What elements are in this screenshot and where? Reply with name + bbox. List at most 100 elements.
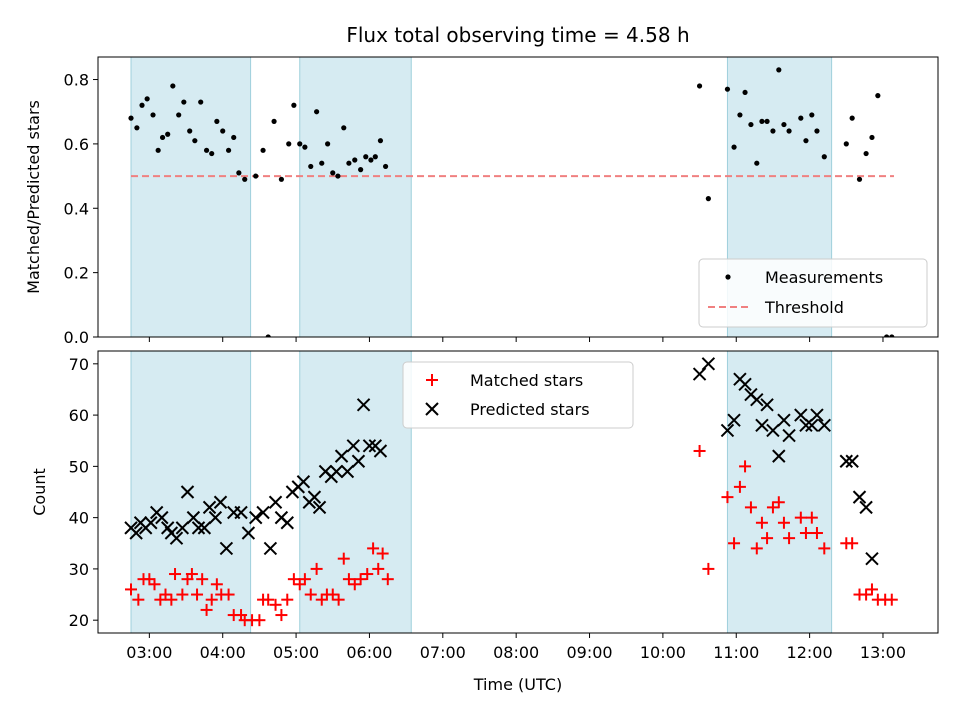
x-axis-top [148, 337, 884, 342]
measurement-point-23 [260, 147, 266, 153]
predicted-point-32 [307, 490, 322, 504]
legend-measurements-marker [725, 274, 731, 280]
predicted-point-62 [810, 408, 824, 422]
matched-point-61 [794, 511, 807, 524]
measurement-points [128, 67, 895, 337]
matched-point-13 [196, 573, 209, 586]
y-tick-label-4: 60 [69, 406, 89, 425]
measurement-point-32 [314, 109, 320, 115]
predicted-point-33 [312, 500, 327, 515]
x-tick-label-9: 12:00 [787, 643, 833, 662]
matched-point-0 [125, 583, 138, 596]
measurement-point-50 [737, 112, 743, 118]
measurement-point-20 [236, 170, 242, 176]
x-tick-label-2: 05:00 [273, 643, 319, 662]
y-tick-label-3: 0.6 [64, 135, 89, 154]
matched-point-6 [159, 588, 172, 601]
matched-point-29 [287, 573, 300, 586]
count-points [124, 357, 898, 627]
matched-point-53 [744, 501, 757, 514]
predicted-point-52 [750, 393, 764, 407]
matched-point-55 [755, 516, 768, 529]
measurement-point-69 [869, 134, 875, 141]
predicted-point-50 [738, 377, 752, 392]
predicted-point-13 [191, 521, 206, 535]
matched-point-45 [376, 547, 389, 560]
matched-point-57 [766, 501, 779, 514]
x-tick-label-3: 06:00 [346, 643, 392, 662]
measurement-point-43 [372, 154, 378, 160]
measurement-point-19 [231, 134, 237, 141]
legend-top-box [698, 258, 928, 328]
matched-point-39 [342, 573, 355, 586]
measurement-point-54 [759, 118, 765, 124]
matched-point-26 [269, 598, 282, 611]
legend-measurements-label: Measurements [765, 268, 883, 287]
measurement-point-25 [271, 118, 277, 124]
legend-threshold-label: Threshold [764, 298, 844, 317]
measurement-point-1 [134, 125, 140, 131]
legend-bottom-box [402, 361, 634, 429]
matched-point-65 [818, 542, 831, 555]
legend-predicted-marker [425, 402, 439, 416]
predicted-point-40 [351, 454, 366, 468]
predicted-point-23 [256, 505, 270, 520]
measurement-point-39 [352, 157, 358, 163]
x-tick-label-6: 09:00 [566, 643, 612, 662]
measurement-point-52 [748, 121, 754, 128]
measurement-point-8 [170, 83, 176, 89]
predicted-point-66 [852, 490, 867, 504]
y-axis-label-bottom: Count [30, 468, 49, 516]
measurement-point-64 [821, 154, 827, 160]
shaded-interval-1 [299, 56, 412, 338]
plot-frame-top [97, 56, 939, 338]
matched-point-40 [348, 578, 361, 591]
measurement-point-46 [696, 83, 703, 89]
measurement-point-18 [225, 147, 232, 153]
legend-matched-label: Matched stars [470, 371, 583, 390]
predicted-point-67 [859, 500, 873, 515]
matched-point-63 [805, 511, 818, 524]
matched-point-12 [191, 588, 204, 601]
predicted-point-18 [219, 541, 234, 556]
predicted-point-45 [692, 367, 707, 381]
matched-point-23 [253, 614, 266, 627]
measurement-point-67 [856, 176, 863, 182]
matched-point-67 [846, 537, 859, 550]
predicted-point-42 [362, 439, 377, 453]
matched-point-27 [275, 609, 288, 622]
predicted-point-58 [782, 428, 796, 443]
measurement-point-27 [286, 141, 292, 147]
measurement-point-42 [368, 157, 374, 163]
measurement-point-40 [358, 167, 364, 173]
matched-point-62 [799, 527, 812, 540]
predicted-point-60 [799, 418, 813, 433]
predicted-point-68 [865, 551, 879, 566]
matched-point-8 [169, 568, 182, 581]
matched-point-59 [777, 516, 790, 529]
measurement-point-26 [278, 176, 285, 182]
measurement-point-70 [875, 93, 881, 99]
predicted-point-54 [760, 398, 774, 412]
measurement-point-31 [308, 163, 314, 170]
predicted-point-21 [241, 526, 256, 540]
predicted-point-44 [373, 444, 388, 458]
x-axis-label: Time (UTC) [473, 675, 562, 694]
predicted-point-57 [777, 413, 791, 427]
measurement-point-28 [291, 102, 297, 108]
matched-point-42 [361, 568, 374, 581]
measurement-point-72 [889, 334, 895, 337]
predicted-point-1 [129, 526, 143, 540]
predicted-point-63 [817, 418, 831, 433]
matched-point-47 [693, 444, 706, 457]
measurement-point-71 [884, 334, 890, 337]
predicted-point-53 [755, 418, 769, 433]
matched-point-70 [865, 583, 878, 596]
matched-point-50 [728, 537, 741, 550]
matched-point-33 [310, 562, 323, 575]
x-tick-label-0: 03:00 [126, 643, 172, 662]
matched-point-41 [354, 573, 367, 586]
predicted-point-65 [845, 454, 859, 468]
matched-point-51 [733, 480, 746, 493]
matched-point-52 [739, 460, 752, 473]
